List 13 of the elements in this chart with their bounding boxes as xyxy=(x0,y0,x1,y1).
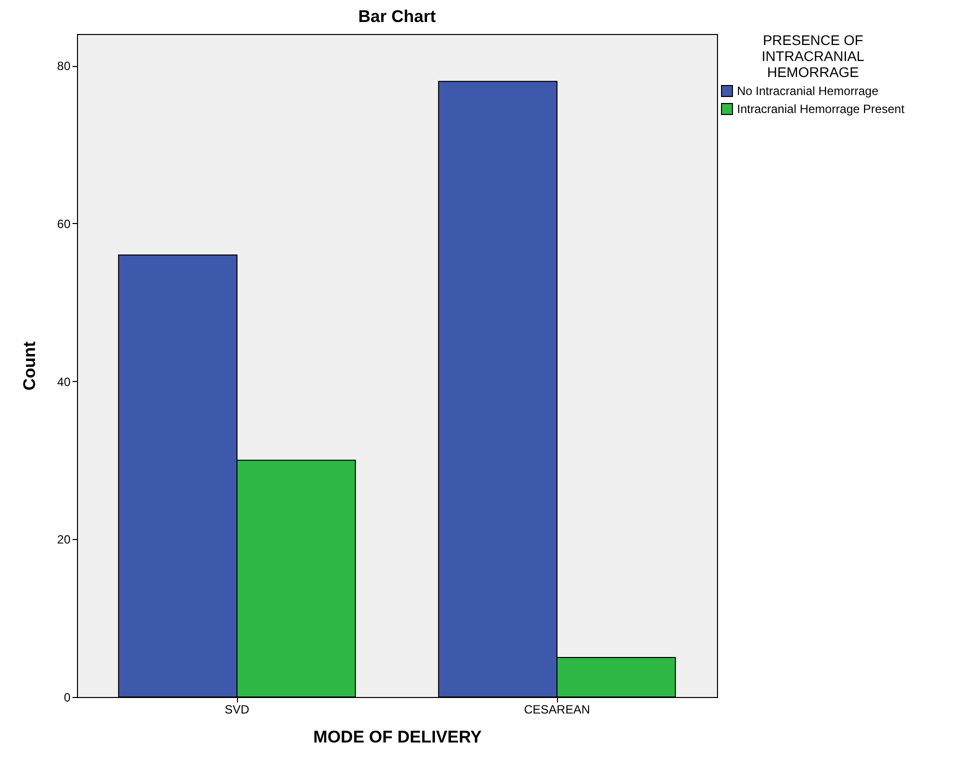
legend-title: PRESENCE OF INTRACRANIAL HEMORRAGE xyxy=(762,32,865,80)
x-axis-title: MODE OF DELIVERY xyxy=(313,728,482,746)
x-tick-label: CESAREAN xyxy=(524,702,590,716)
y-tick-label: 0 xyxy=(64,690,71,704)
legend-label: Intracranial Hemorrage Present xyxy=(737,102,906,116)
y-tick-label: 20 xyxy=(57,532,71,547)
legend-label: No Intracranial Hemorrage xyxy=(737,84,879,98)
y-tick-label: 40 xyxy=(57,374,71,389)
x-tick-label: SVD xyxy=(224,702,250,716)
y-tick-label: 60 xyxy=(57,216,71,231)
y-axis-title: Count xyxy=(20,341,40,391)
y-tick-label: 80 xyxy=(57,59,71,74)
chart-title: Bar Chart xyxy=(358,7,436,26)
